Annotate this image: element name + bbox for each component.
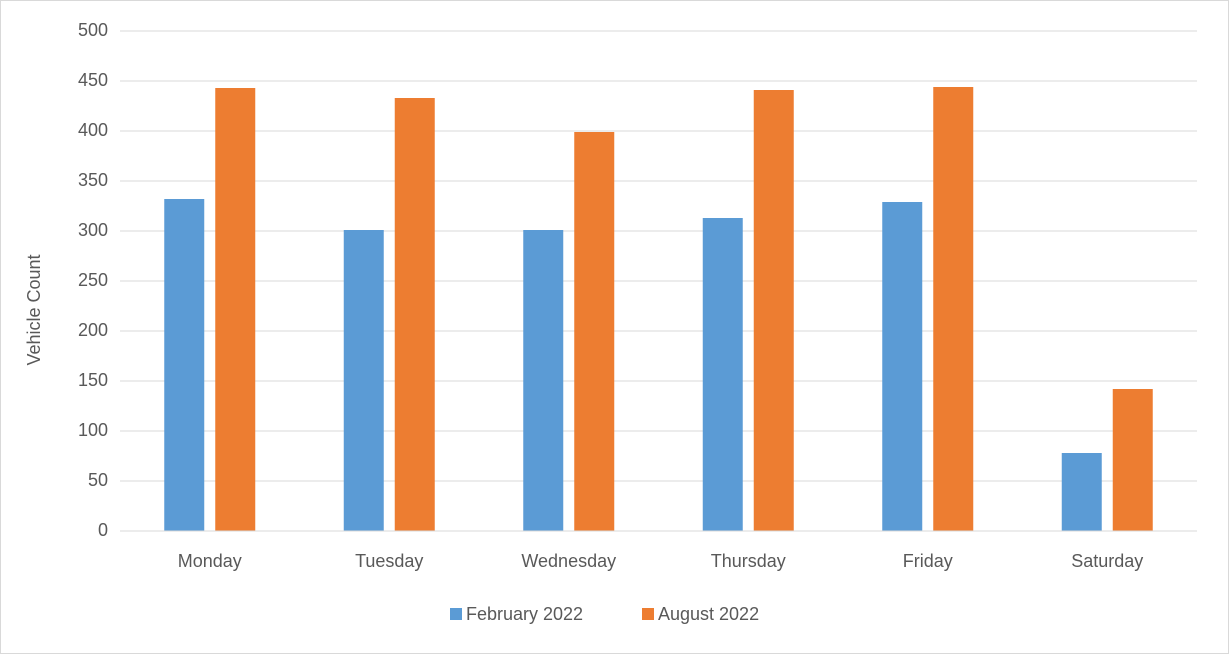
x-tick-label: Thursday xyxy=(711,551,786,571)
bar xyxy=(164,199,205,531)
x-tick-label: Wednesday xyxy=(521,551,616,571)
y-tick-label: 100 xyxy=(78,420,108,440)
x-tick-label: Monday xyxy=(178,551,242,571)
legend-swatch xyxy=(642,608,654,620)
bar xyxy=(343,230,384,531)
bar xyxy=(1112,389,1153,531)
bar xyxy=(702,218,743,531)
bar xyxy=(753,90,794,531)
y-tick-label: 500 xyxy=(78,20,108,40)
bar xyxy=(1061,453,1102,531)
y-tick-label: 150 xyxy=(78,370,108,390)
legend-label: August 2022 xyxy=(658,604,759,624)
y-tick-label: 250 xyxy=(78,270,108,290)
y-tick-label: 300 xyxy=(78,220,108,240)
bar xyxy=(882,202,923,531)
legend-swatch xyxy=(450,608,462,620)
x-tick-label: Tuesday xyxy=(355,551,423,571)
x-tick-label: Friday xyxy=(903,551,953,571)
bar xyxy=(394,98,435,531)
y-tick-label: 50 xyxy=(88,470,108,490)
bar xyxy=(523,230,564,531)
y-tick-label: 200 xyxy=(78,320,108,340)
bar xyxy=(215,88,256,531)
y-tick-label: 0 xyxy=(98,520,108,540)
legend-label: February 2022 xyxy=(466,604,583,624)
bar xyxy=(574,132,615,531)
x-tick-label: Saturday xyxy=(1071,551,1143,571)
y-axis-label: Vehicle Count xyxy=(24,254,44,365)
y-tick-label: 450 xyxy=(78,70,108,90)
y-tick-label: 400 xyxy=(78,120,108,140)
y-tick-label: 350 xyxy=(78,170,108,190)
bar xyxy=(933,87,974,531)
